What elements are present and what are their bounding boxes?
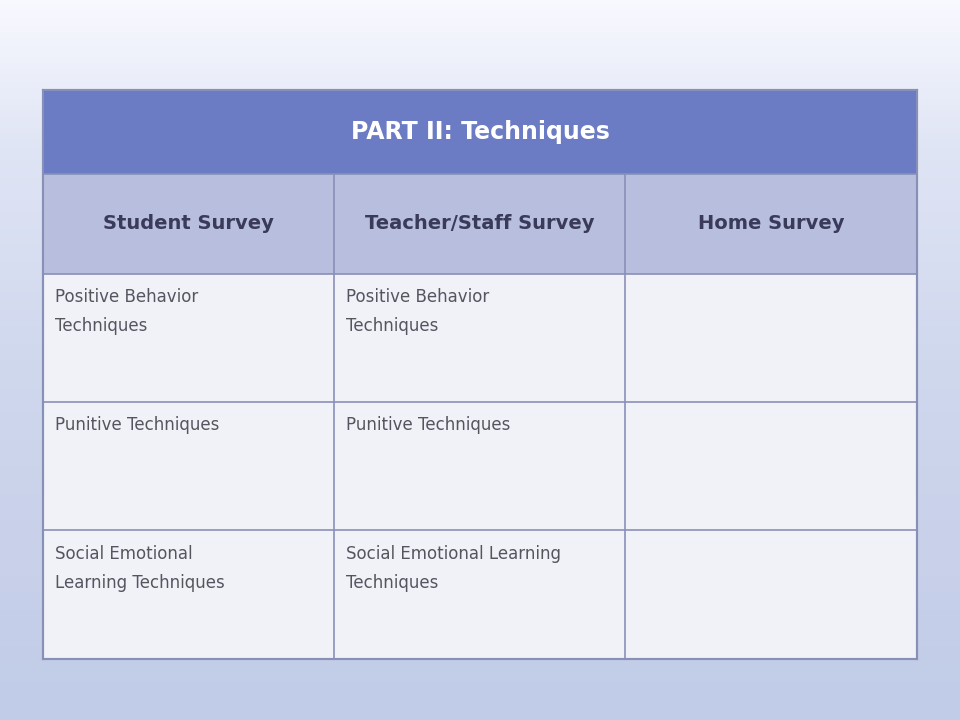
Bar — [43, 90, 917, 174]
Text: Student Survey: Student Survey — [104, 215, 275, 233]
Text: Teacher/Staff Survey: Teacher/Staff Survey — [365, 215, 594, 233]
Text: Positive Behavior
Techniques: Positive Behavior Techniques — [55, 288, 198, 335]
Text: Home Survey: Home Survey — [698, 215, 844, 233]
Text: Punitive Techniques: Punitive Techniques — [346, 416, 510, 434]
Text: Punitive Techniques: Punitive Techniques — [55, 416, 219, 434]
Text: Positive Behavior
Techniques: Positive Behavior Techniques — [346, 288, 489, 335]
Bar — [43, 174, 917, 274]
Text: Social Emotional Learning
Techniques: Social Emotional Learning Techniques — [346, 544, 561, 592]
Text: Social Emotional
Learning Techniques: Social Emotional Learning Techniques — [55, 544, 225, 592]
Text: PART II: Techniques: PART II: Techniques — [350, 120, 610, 144]
Bar — [43, 90, 917, 659]
